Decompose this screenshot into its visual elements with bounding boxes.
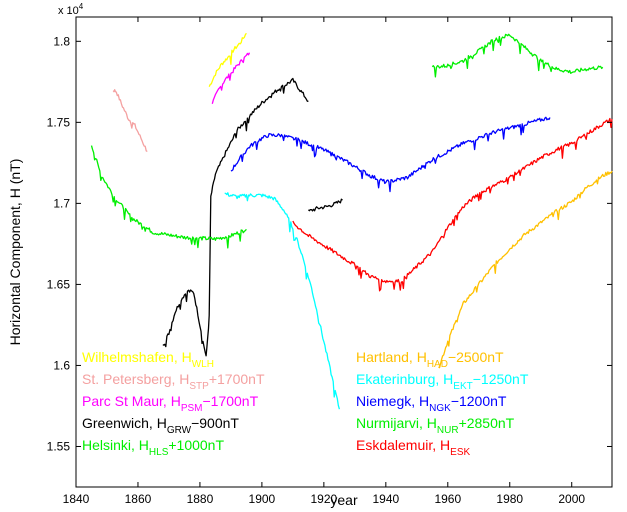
series-line-grw (162, 77, 309, 357)
y-multiplier-base: x 10 (58, 5, 79, 17)
x-tick-label: 1900 (249, 492, 276, 506)
x-tick-label: 1940 (372, 492, 399, 506)
x-tick-label: 1920 (311, 492, 338, 506)
x-tick-label: 1860 (125, 492, 152, 506)
series-line-hls (90, 145, 247, 249)
x-tick-label: 1880 (187, 492, 214, 506)
legend-entry-ngk: Niemegk, HNGK−1200nT (356, 393, 507, 414)
y-tick-label: 1.55 (47, 439, 71, 453)
x-tick-label: 1980 (496, 492, 523, 506)
y-tick-label: 1.8 (53, 34, 70, 48)
y-multiplier-exponent: 4 (79, 2, 84, 11)
series-line-had (438, 170, 613, 369)
series-line-ngk (230, 116, 551, 193)
plot-area (75, 16, 613, 488)
y-tick-label: 1.6 (53, 358, 70, 372)
series-line-ekt (224, 192, 341, 410)
legend-entry-stp: St. Petersberg, HSTP+1700nT (82, 371, 265, 392)
series-line-esk (292, 117, 613, 292)
x-tick-label: 1840 (63, 492, 90, 506)
y-tick-label: 1.65 (47, 277, 71, 291)
series-line-stp (112, 89, 148, 153)
legend-entry-nur: Nurmijarvi, HNUR+2850nT (356, 415, 515, 436)
series-line-psm (211, 52, 251, 104)
y-multiplier: x 104 (58, 2, 84, 17)
x-tick-label: 2000 (558, 492, 585, 506)
series-line-seg-4 (307, 198, 343, 212)
x-axis-label: year (330, 492, 358, 508)
x-tick-label: 1960 (434, 492, 461, 506)
y-tick-label: 1.75 (47, 115, 71, 129)
legend-entry-ekt: Ekaterinburg, HEKT−1250nT (356, 371, 529, 392)
legend-entry-hls: Helsinki, HHLS+1000nT (82, 437, 224, 458)
ticks-layer: 1840 1860 1880 1900 1920 1940 1960 1980 2000 1.55… (47, 17, 612, 506)
y-tick-label: 1.7 (53, 196, 70, 210)
legend-entry-esk: Eskdalemuir, HESK (356, 437, 470, 458)
legend-entry-psm: Parc St Maur, HPSM−1700nT (82, 393, 259, 414)
series-line-wlh (208, 32, 247, 87)
series-layer (90, 32, 613, 410)
y-axis-label: Horizontal Component, H (nT) (7, 159, 23, 346)
legend-entry-grw: Greenwich, HGRW−900nT (82, 415, 239, 436)
series-line-nur (431, 33, 604, 78)
legend-entry-had: Hartland, HHAD−2500nT (356, 349, 504, 370)
legend-entry-wlh: Wilhelmshafen, HWLH (82, 349, 214, 370)
